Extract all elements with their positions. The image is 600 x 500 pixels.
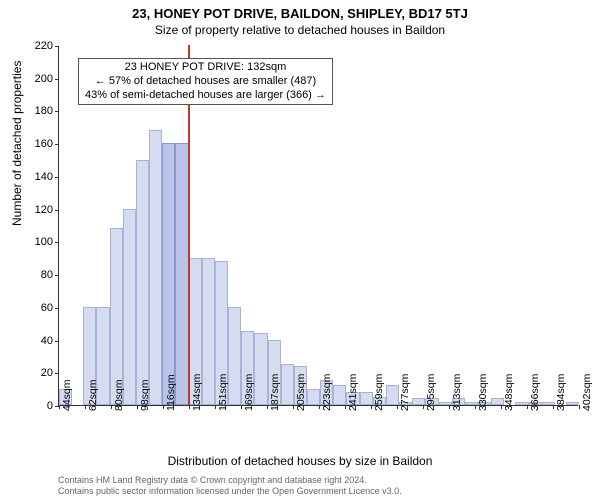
ytick-mark — [55, 275, 59, 276]
xtick-mark — [215, 405, 216, 409]
ytick-mark — [55, 144, 59, 145]
xtick-mark — [423, 405, 424, 409]
xtick-mark — [85, 405, 86, 409]
xtick-mark — [189, 405, 190, 409]
xtick-label: 62sqm — [87, 379, 99, 411]
xtick-label: 116sqm — [165, 374, 177, 411]
xtick-label: 98sqm — [139, 379, 151, 411]
xtick-label: 348sqm — [503, 374, 515, 411]
xtick-label: 366sqm — [529, 374, 541, 411]
xtick-mark — [241, 405, 242, 409]
xtick-label: 259sqm — [373, 374, 385, 411]
xtick-label: 151sqm — [217, 374, 229, 411]
chart-title: 23, HONEY POT DRIVE, BAILDON, SHIPLEY, B… — [0, 0, 600, 21]
xtick-mark — [449, 405, 450, 409]
ytick-mark — [55, 373, 59, 374]
histogram-bar — [149, 130, 162, 405]
xtick-label: 187sqm — [269, 374, 281, 411]
xtick-label: 134sqm — [191, 374, 203, 411]
xtick-label: 241sqm — [347, 374, 359, 411]
histogram-bar — [254, 333, 267, 405]
xtick-mark — [137, 405, 138, 409]
histogram-bar — [202, 258, 215, 405]
xtick-label: 169sqm — [243, 374, 255, 411]
xtick-mark — [527, 405, 528, 409]
footer-line2: Contains public sector information licen… — [58, 486, 402, 497]
histogram-bar — [136, 160, 149, 405]
xtick-label: 295sqm — [425, 374, 437, 411]
ytick-mark — [55, 242, 59, 243]
chart-subtitle: Size of property relative to detached ho… — [0, 21, 600, 37]
xtick-mark — [345, 405, 346, 409]
xtick-label: 384sqm — [555, 374, 567, 411]
annotation-line2: ← 57% of detached houses are smaller (48… — [85, 75, 326, 89]
annotation-line1: 23 HONEY POT DRIVE: 132sqm — [85, 61, 326, 75]
ytick-mark — [55, 308, 59, 309]
histogram-bar — [162, 143, 175, 405]
footer: Contains HM Land Registry data © Crown c… — [58, 475, 402, 497]
xtick-mark — [371, 405, 372, 409]
histogram-bar — [307, 389, 320, 405]
ytick-mark — [55, 79, 59, 80]
xtick-mark — [163, 405, 164, 409]
xtick-mark — [59, 405, 60, 409]
x-axis-label: Distribution of detached houses by size … — [0, 454, 600, 468]
xtick-label: 402sqm — [581, 374, 593, 411]
histogram-bar — [566, 402, 579, 405]
xtick-mark — [553, 405, 554, 409]
histogram-bar — [333, 385, 346, 405]
xtick-mark — [319, 405, 320, 409]
histogram-bar — [123, 209, 136, 405]
annotation-box: 23 HONEY POT DRIVE: 132sqm ← 57% of deta… — [78, 58, 333, 105]
xtick-label: 330sqm — [477, 374, 489, 411]
chart-container: 23, HONEY POT DRIVE, BAILDON, SHIPLEY, B… — [0, 0, 600, 500]
xtick-mark — [579, 405, 580, 409]
footer-line1: Contains HM Land Registry data © Crown c… — [58, 475, 402, 486]
xtick-mark — [475, 405, 476, 409]
ytick-mark — [55, 111, 59, 112]
histogram-bar — [175, 143, 188, 405]
histogram-bar — [228, 307, 241, 405]
plot-area: 02040608010012014016018020022044sqm62sqm… — [58, 46, 578, 406]
histogram-bar — [281, 364, 294, 405]
histogram-bar — [386, 385, 399, 405]
xtick-label: 80sqm — [113, 379, 125, 411]
xtick-label: 44sqm — [61, 379, 73, 411]
xtick-label: 223sqm — [321, 374, 333, 411]
ytick-mark — [55, 46, 59, 47]
xtick-label: 313sqm — [451, 374, 463, 411]
xtick-label: 277sqm — [399, 374, 411, 411]
xtick-mark — [111, 405, 112, 409]
ytick-mark — [55, 341, 59, 342]
xtick-mark — [267, 405, 268, 409]
xtick-mark — [397, 405, 398, 409]
y-axis-label: Number of detached properties — [10, 61, 24, 226]
xtick-mark — [501, 405, 502, 409]
ytick-mark — [55, 210, 59, 211]
xtick-mark — [293, 405, 294, 409]
histogram-bar — [360, 392, 373, 405]
xtick-label: 205sqm — [295, 374, 307, 411]
ytick-mark — [55, 177, 59, 178]
annotation-line3: 43% of semi-detached houses are larger (… — [85, 89, 326, 103]
